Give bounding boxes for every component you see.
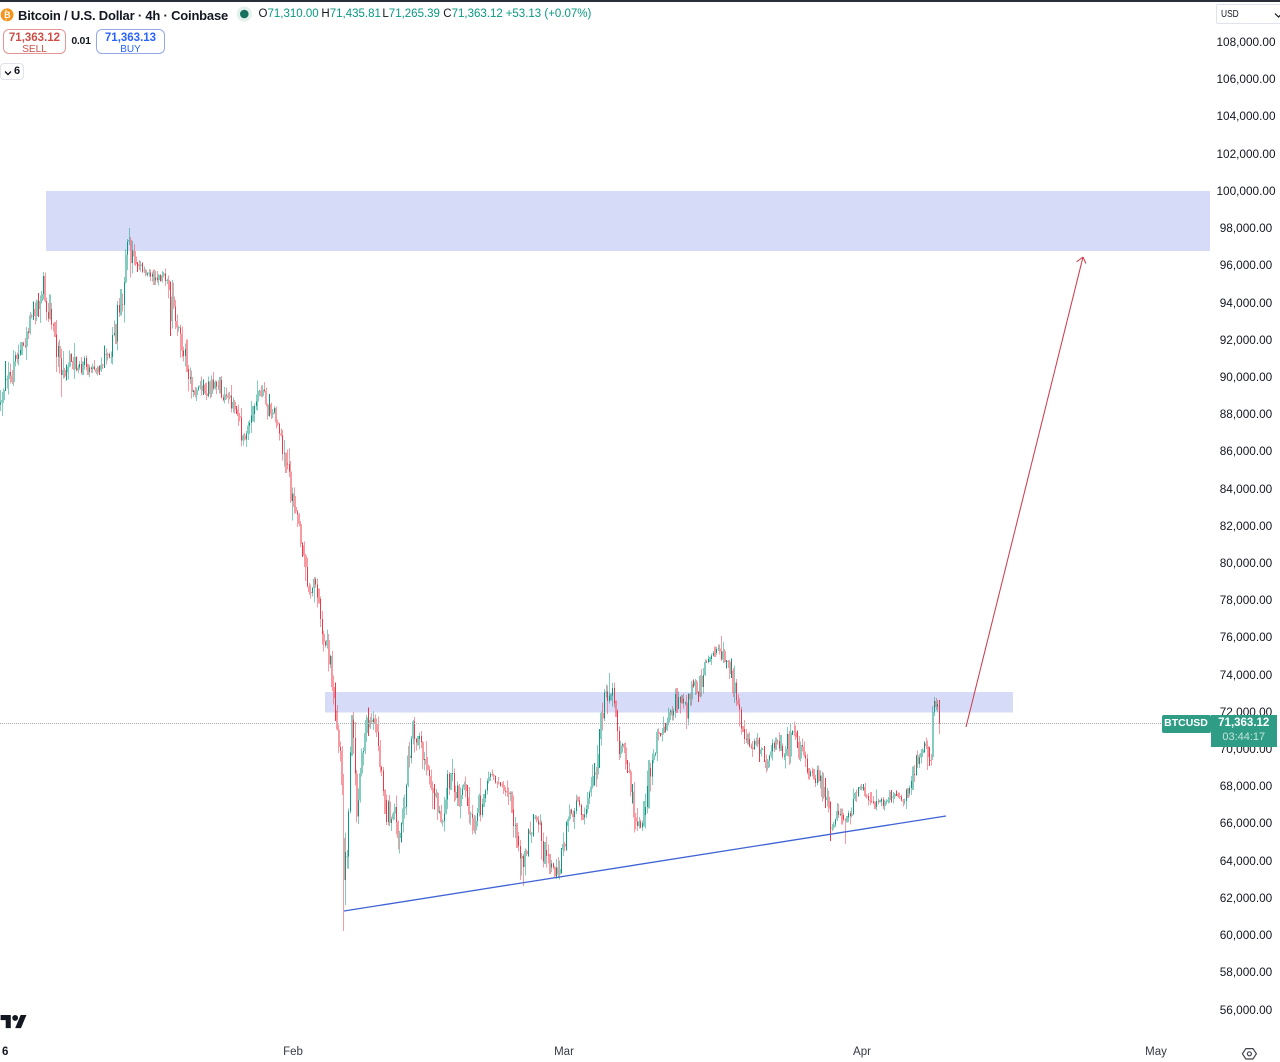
svg-text:B: B	[4, 10, 11, 20]
